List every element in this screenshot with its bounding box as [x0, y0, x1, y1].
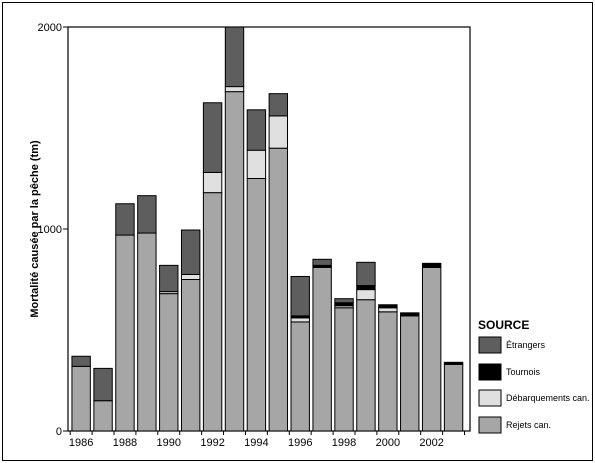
bar-1998-rejets-can — [334, 307, 354, 432]
bar-1994-rejets-can — [246, 178, 267, 432]
bar-1992-debarquements-can — [202, 171, 223, 194]
bar-1997-etrangers — [312, 258, 332, 266]
x-tick-label-2000: 2000 — [376, 437, 400, 449]
bar-1999-etrangers — [356, 261, 376, 287]
bar-1998-etrangers — [334, 298, 354, 304]
x-tick-label-1990: 1990 — [157, 437, 181, 449]
bar-2003-tournois — [443, 361, 464, 365]
bar-1989-rejets-can — [137, 232, 157, 432]
bar-1987-rejets-can — [93, 400, 113, 432]
legend-swatch-etrangers — [478, 336, 502, 354]
bar-1992-etrangers — [202, 102, 223, 173]
x-tick-label-1988: 1988 — [113, 437, 137, 449]
bar-1997-rejets-can — [312, 266, 332, 432]
legend-label-tournois: Tournois — [506, 367, 541, 377]
legend-label-etrangers: Étrangers — [506, 340, 546, 350]
bar-2003-rejets-can — [443, 363, 464, 432]
bar-1988-etrangers — [115, 203, 135, 236]
bar-2001-rejets-can — [400, 315, 420, 432]
legend-swatch-tournois — [478, 363, 502, 381]
x-tick-label-2002: 2002 — [419, 437, 443, 449]
bar-1995-debarquements-can — [268, 115, 289, 149]
legend-swatch-debarquements-can — [478, 389, 502, 407]
bar-1988-rejets-can — [115, 234, 135, 432]
x-tick-label-1986: 1986 — [69, 437, 93, 449]
legend-label-debarquements-can: Débarquements can. — [506, 393, 590, 403]
bar-1991-debarquements-can — [180, 273, 201, 281]
bar-1996-debarquements-can — [290, 317, 310, 323]
bar-2002-rejets-can — [421, 266, 442, 432]
bars — [71, 26, 464, 432]
bar-1989-etrangers — [137, 195, 157, 234]
y-tick-label-2000: 2000 — [38, 22, 62, 34]
x-axis: 1986 1988 1990 1992 1994 1996 1998 2000 2002 — [69, 431, 466, 449]
y-axis-title: Mortalité causée par la pêche (tm) — [29, 140, 41, 318]
bar-1995-etrangers — [268, 93, 289, 117]
bar-1996-rejets-can — [290, 321, 310, 432]
bar-2000-rejets-can — [378, 311, 398, 432]
bar-1986-rejets-can — [71, 365, 91, 432]
x-tick-label-1998: 1998 — [332, 437, 356, 449]
legend-swatch-rejets-can — [478, 416, 502, 434]
x-tick-label-1996: 1996 — [288, 437, 312, 449]
y-axis: 0 1000 2000 — [38, 22, 68, 438]
bar-2000-tournois — [378, 304, 398, 309]
legend-label-rejets-can: Rejets can. — [506, 420, 551, 430]
bar-1987-etrangers — [93, 367, 113, 402]
bar-1999-tournois — [356, 285, 376, 291]
bar-1993-etrangers — [224, 26, 245, 88]
bar-2002-tournois — [421, 262, 442, 268]
bar-1993-rejets-can — [224, 91, 245, 432]
bar-1999-debarquements-can — [356, 289, 376, 301]
bar-1991-rejets-can — [180, 279, 201, 432]
bar-2001-tournois — [400, 312, 420, 317]
bar-1999-rejets-can — [356, 299, 376, 432]
y-tick-label-0: 0 — [56, 426, 62, 438]
bar-1991-etrangers — [180, 229, 201, 275]
bar-1996-etrangers — [290, 275, 310, 317]
bar-1993-debarquements-can — [224, 86, 245, 93]
bar-1990-etrangers — [159, 264, 179, 293]
legend: SOURCE Étrangers Tournois Débarquements ca… — [478, 318, 590, 434]
legend-title: SOURCE — [478, 318, 529, 332]
bar-1994-etrangers — [246, 109, 267, 151]
y-tick-label-1000: 1000 — [38, 224, 62, 236]
bar-1986-etrangers — [71, 355, 91, 367]
x-tick-label-1992: 1992 — [200, 437, 224, 449]
bar-1995-rejets-can — [268, 147, 289, 432]
bar-1994-debarquements-can — [246, 149, 267, 180]
x-tick-label-1994: 1994 — [244, 437, 268, 449]
bar-1990-rejets-can — [159, 293, 179, 432]
bar-1992-rejets-can — [202, 192, 223, 432]
bar-2000-debarquements-can — [378, 307, 398, 313]
